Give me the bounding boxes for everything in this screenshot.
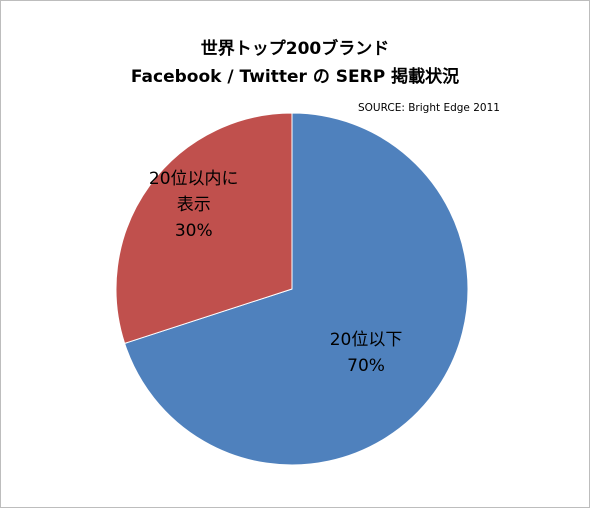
pie-slice-1-label: 表示 [177,195,211,215]
pie-slice-0-label: 20位以下 [330,330,403,350]
pie-slices [115,112,469,466]
chart-source: SOURCE: Bright Edge 2011 [358,102,500,114]
pie-slice-1-value-label: 30% [175,221,213,241]
pie-slice-1 [115,112,293,345]
pie-slice-0 [123,112,469,466]
pie-slice-1-label: 20位以内に [149,169,239,189]
pie-slice-0-value-label: 70% [347,356,385,376]
chart-title-line-2: Facebook / Twitter の SERP 掲載状況 [130,67,460,87]
chart-title-line-1: 世界トップ200ブランド [200,39,390,59]
